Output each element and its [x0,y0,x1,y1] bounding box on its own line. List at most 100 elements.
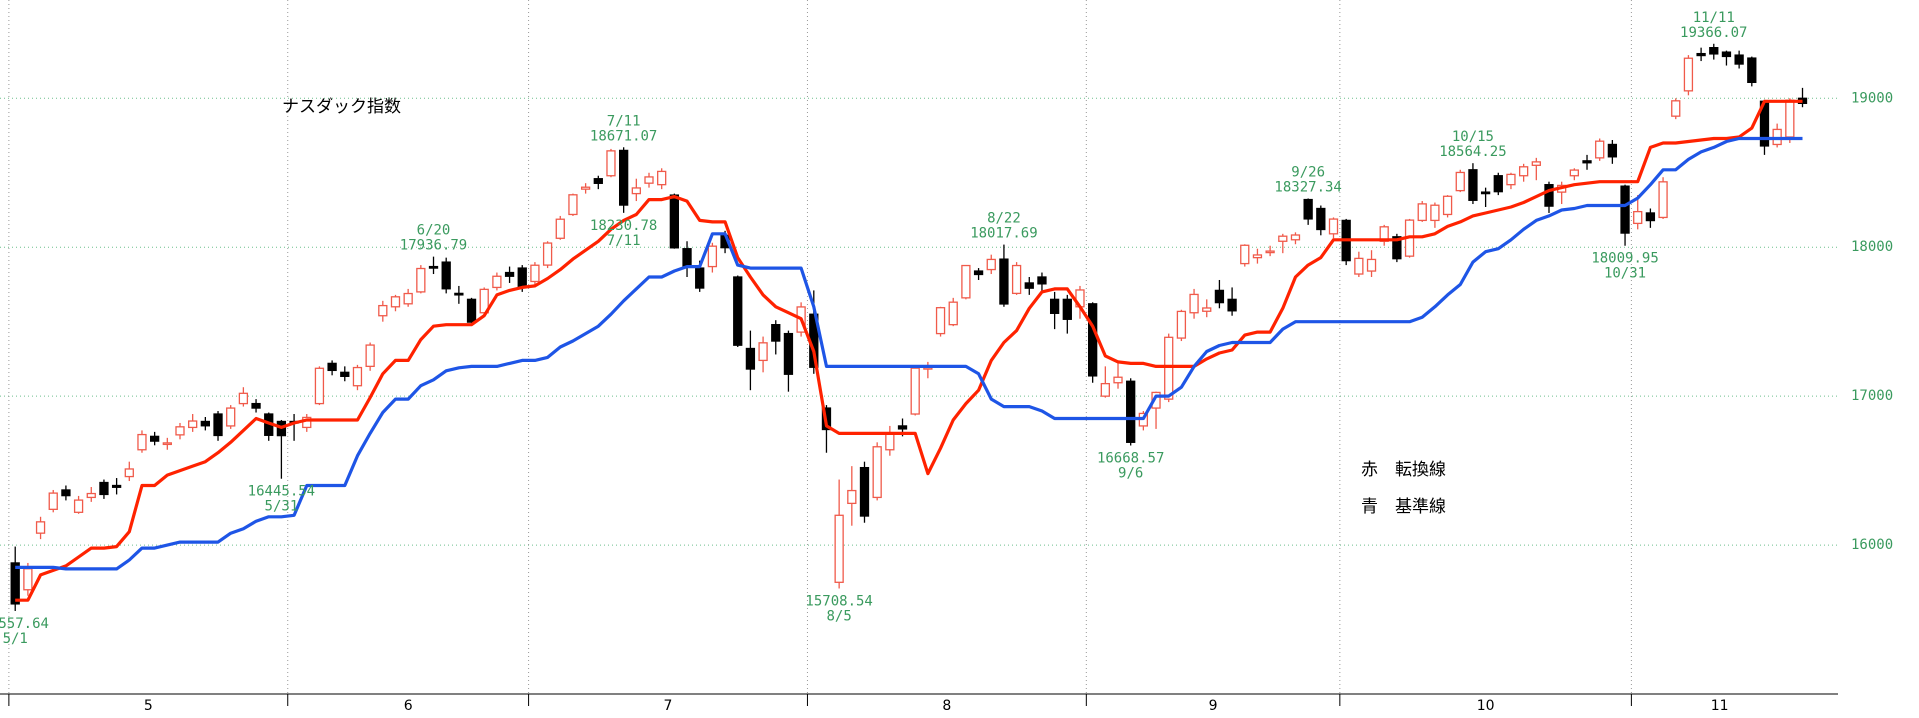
candle-body [1278,235,1288,242]
candle-body [1709,47,1719,55]
candle-body [390,296,401,308]
annotation-value: 18017.69 [970,226,1037,242]
candle-body [416,267,426,293]
candle-body [1189,293,1199,314]
annotation-value: 15708.54 [805,593,872,609]
candle-body [1645,212,1656,222]
candle-body [10,562,20,605]
candle-body [542,242,553,266]
candle-body [1290,234,1301,241]
candle-body [1721,51,1732,58]
candle-body [580,186,591,190]
candle-body [352,366,363,387]
candle-body [1049,298,1060,314]
annotation-date: 8/5 [826,608,851,624]
candle-body [35,521,46,534]
candle-body [948,301,958,326]
candle-body [707,245,718,268]
candle-body [1202,307,1212,312]
candle-body [137,433,147,451]
candle-body [213,413,223,437]
line-series [15,136,1803,571]
candle-body [593,178,603,184]
candle-body [1785,99,1795,138]
candle-body [251,402,261,409]
annotation-date: 10/15 [1452,129,1494,145]
candle-body [961,264,971,299]
annotation-value: 16668.57 [1097,451,1164,467]
candle-body [973,270,984,276]
candle-body [61,489,71,497]
candle-body [1544,184,1554,207]
candle-body [428,265,439,269]
legend-entry: 赤 転換線 [1361,460,1446,480]
x-tick-label: 11 [1711,698,1729,714]
x-tick-label: 5 [144,698,153,714]
candle-body [745,347,756,370]
candle-body [1303,198,1313,220]
candle-body [619,149,629,206]
candle-body [999,258,1009,305]
candle-body [935,307,946,335]
candle-body [847,489,857,505]
candle-body [1037,276,1047,285]
candle-body [1633,210,1643,225]
candle-body [1442,195,1453,216]
candle-body [48,492,58,510]
candle-body [441,261,451,290]
candle-body [758,342,768,362]
candle-body [695,267,705,289]
candle-body [606,150,616,177]
candle-body [1595,140,1605,159]
annotation-date: 5/31 [265,499,299,515]
candle-body [1671,100,1681,117]
candle-body [1658,181,1668,219]
candle-body [403,292,413,305]
candle-body [1227,298,1237,312]
candle-body [340,371,350,377]
candle-body [1100,382,1110,397]
annotation-date: 9/26 [1291,164,1325,180]
annotation-date: 6/20 [417,223,451,239]
candle-body [466,298,477,323]
chart-title: ナスダック指数 [282,97,401,117]
annotation-date: 9/6 [1118,466,1143,482]
candle-body [175,426,185,436]
candle-body [555,218,565,239]
annotation-value: 18564.25 [1439,144,1506,160]
annotation-value: 16445.54 [248,484,315,500]
candle-body [1316,207,1326,231]
candle-body [682,248,692,268]
candle-body [1683,57,1694,92]
candle-body [1126,380,1136,443]
candle-body [1493,175,1503,193]
candle-body [669,194,680,249]
candle-body [99,481,109,496]
candle-body [1531,161,1541,166]
y-tick-label: 19000 [1851,90,1893,106]
candle-body [530,264,540,283]
annotation-value: 17936.79 [400,238,467,254]
candle-body [492,275,502,289]
x-tick-label: 9 [1209,698,1218,714]
candle-body [1430,204,1440,222]
candle-body [631,187,641,195]
candle-body [1354,257,1364,275]
x-tick-label: 10 [1477,698,1495,714]
candle-body [454,292,464,296]
annotation-value: 18671.07 [590,128,657,144]
candle-body [1620,185,1630,234]
x-tick-label: 7 [664,698,673,714]
candle-body [1214,289,1225,304]
candle-body [1088,303,1098,377]
candle-body [1747,57,1757,84]
candle-body [910,367,920,415]
candle-body [783,332,794,375]
candle-body [1480,191,1491,195]
candle-body [1366,258,1377,272]
candle-body [1011,264,1022,295]
candle-body [1176,310,1187,339]
candle-body [1240,244,1250,265]
y-tick-label: 17000 [1851,388,1893,404]
